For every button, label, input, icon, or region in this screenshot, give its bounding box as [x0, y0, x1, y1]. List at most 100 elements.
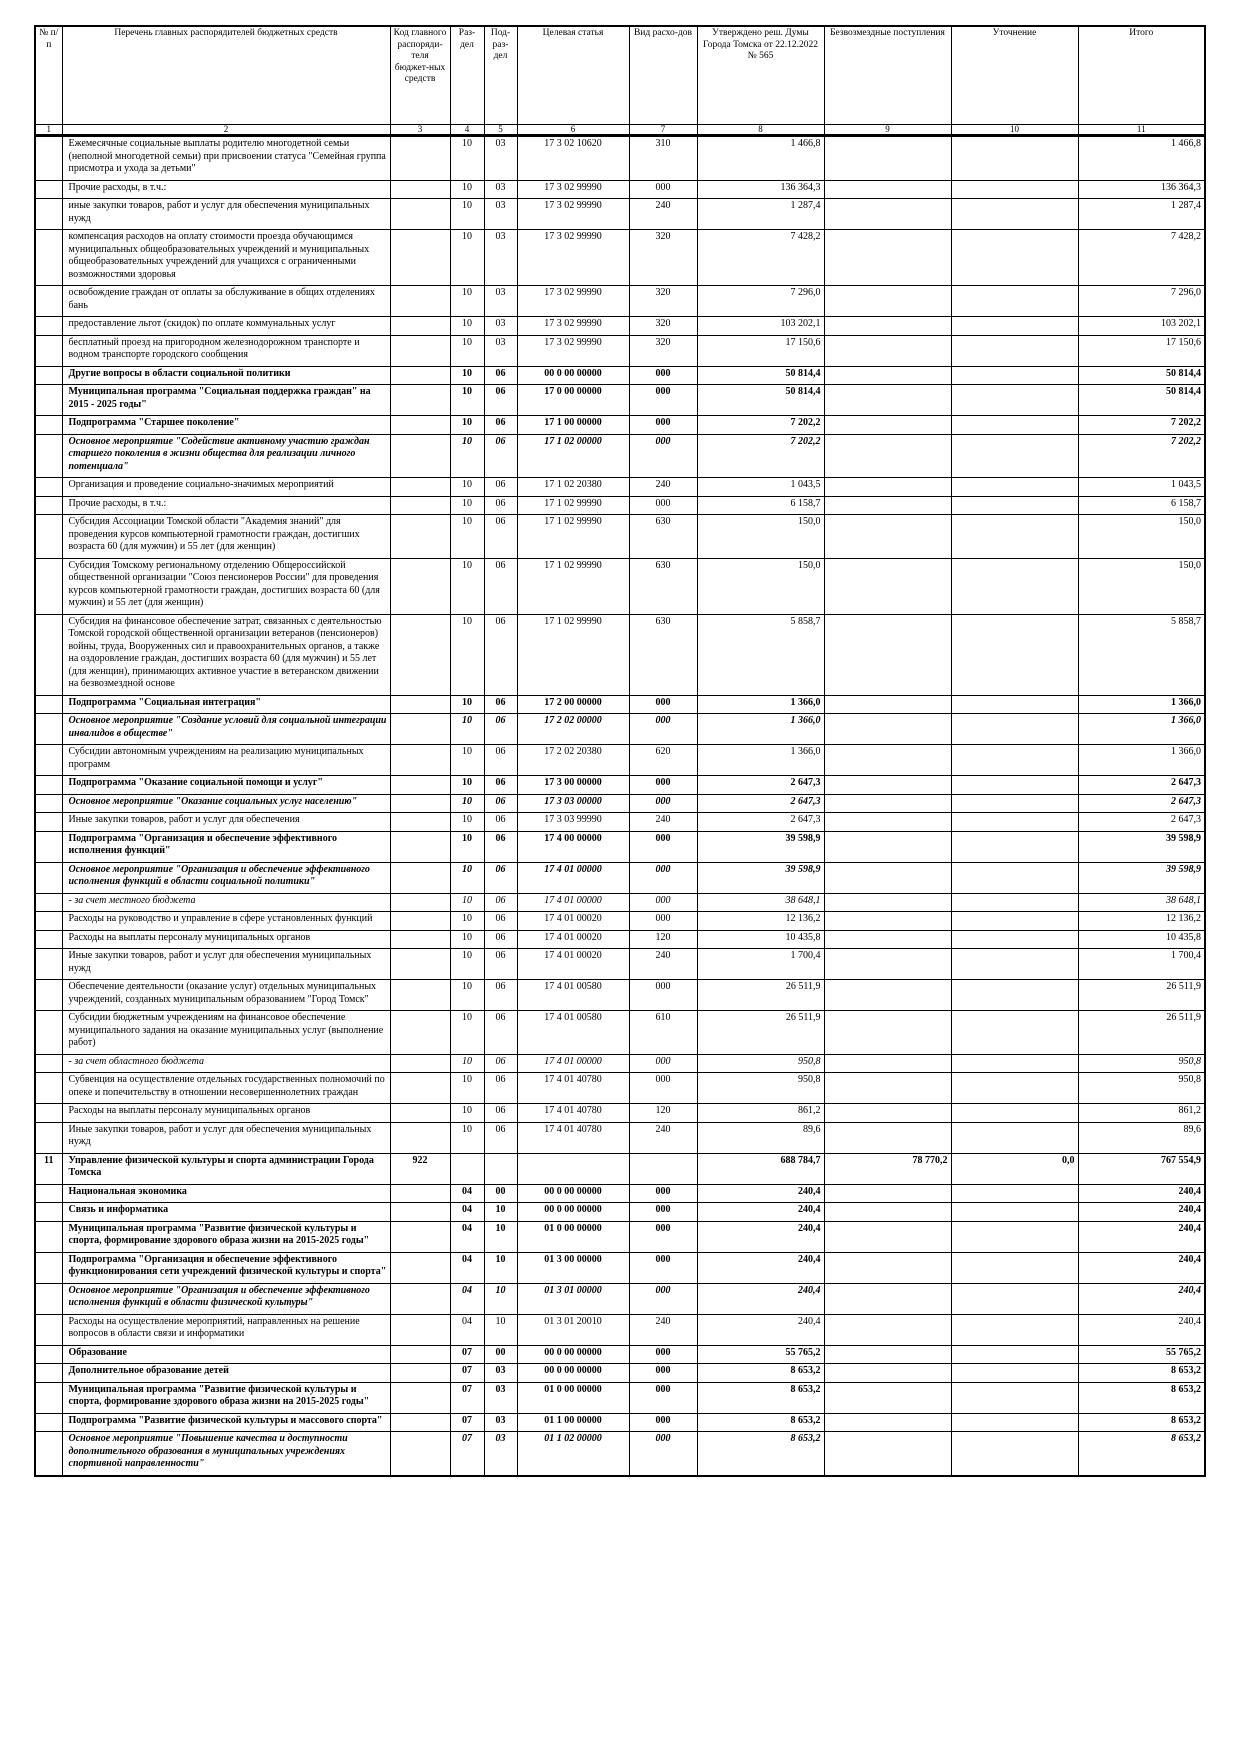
gratuitous-receipts — [823, 1282, 952, 1315]
chief-code — [389, 1282, 451, 1315]
target-article: 00 0 00 00000 — [516, 365, 630, 385]
table-row: Другие вопросы в области социальной поли… — [34, 365, 1206, 385]
gratuitous-receipts — [823, 285, 952, 317]
row-number — [34, 557, 63, 615]
gratuitous-receipts — [823, 384, 952, 416]
row-number — [34, 911, 63, 931]
total: 17 150,6 — [1077, 334, 1206, 367]
row-number — [34, 948, 63, 980]
expense-type: 000 — [628, 713, 698, 745]
adjustment — [950, 1363, 1079, 1383]
approved-amount: 136 364,3 — [696, 179, 825, 199]
item-name: Дополнительное образование детей — [61, 1363, 391, 1383]
row-number — [34, 1121, 63, 1154]
section: 10 — [449, 179, 485, 199]
subsection: 06 — [483, 744, 518, 776]
row-number — [34, 1381, 63, 1414]
row-number — [34, 929, 63, 949]
item-name: Субсидия Томскому региональному отделени… — [61, 557, 391, 615]
chief-code — [389, 433, 451, 478]
subsection: 06 — [483, 694, 518, 714]
chief-code — [389, 1412, 451, 1432]
section: 04 — [449, 1313, 485, 1346]
adjustment — [950, 812, 1079, 832]
target-article: 17 1 00 00000 — [516, 415, 630, 435]
expense-type: 000 — [628, 830, 698, 863]
section: 10 — [449, 415, 485, 435]
chief-code — [389, 1344, 451, 1364]
approved-amount: 688 784,7 — [696, 1152, 825, 1185]
adjustment — [950, 911, 1079, 931]
section: 10 — [449, 861, 485, 894]
adjustment — [950, 1103, 1079, 1123]
column-number: 2 — [61, 124, 391, 137]
target-article: 17 1 02 20380 — [516, 477, 630, 497]
total: 26 511,9 — [1077, 979, 1206, 1011]
target-article: 01 0 00 00000 — [516, 1381, 630, 1414]
gratuitous-receipts — [823, 1381, 952, 1414]
approved-amount: 950,8 — [696, 1072, 825, 1104]
gratuitous-receipts — [823, 1431, 952, 1476]
section: 10 — [449, 613, 485, 696]
subsection: 03 — [483, 334, 518, 367]
item-name: Подпрограмма "Старшее поколение" — [61, 415, 391, 435]
table-body: Ежемесячные социальные выплаты родителю … — [34, 135, 1206, 1476]
row-number — [34, 1412, 63, 1432]
column-header: Вид расхо-дов — [628, 25, 698, 125]
adjustment — [950, 1251, 1079, 1284]
approved-amount: 39 598,9 — [696, 830, 825, 863]
gratuitous-receipts — [823, 135, 952, 181]
subsection: 06 — [483, 775, 518, 795]
target-article: 17 3 02 99990 — [516, 229, 630, 286]
item-name: Другие вопросы в области социальной поли… — [61, 365, 391, 385]
approved-amount: 8 653,2 — [696, 1381, 825, 1414]
section: 04 — [449, 1282, 485, 1315]
target-article: 17 4 01 00020 — [516, 929, 630, 949]
chief-code — [389, 1220, 451, 1253]
chief-code — [389, 830, 451, 863]
total: 1 043,5 — [1077, 477, 1206, 497]
expense-type: 320 — [628, 316, 698, 336]
adjustment — [950, 892, 1079, 912]
section: 10 — [449, 384, 485, 416]
total: 2 647,3 — [1077, 793, 1206, 813]
table-row: Основное мероприятие "Оказание социальны… — [34, 793, 1206, 813]
gratuitous-receipts — [823, 1202, 952, 1222]
row-number — [34, 477, 63, 497]
column-number: 3 — [389, 124, 451, 137]
section: 10 — [449, 1053, 485, 1073]
approved-amount: 38 648,1 — [696, 892, 825, 912]
item-name: предоставление льгот (скидок) по оплате … — [61, 316, 391, 336]
total: 240,4 — [1077, 1183, 1206, 1203]
approved-amount: 240,4 — [696, 1183, 825, 1203]
table-row: Прочие расходы, в т.ч.: 10 03 17 3 02 99990… — [34, 179, 1206, 199]
adjustment — [950, 861, 1079, 894]
row-number — [34, 793, 63, 813]
approved-amount: 1 466,8 — [696, 135, 825, 181]
approved-amount: 17 150,6 — [696, 334, 825, 367]
section: 10 — [449, 1121, 485, 1154]
chief-code — [389, 694, 451, 714]
target-article: 17 4 01 00000 — [516, 861, 630, 894]
approved-amount: 26 511,9 — [696, 979, 825, 1011]
approved-amount: 1 366,0 — [696, 694, 825, 714]
approved-amount: 2 647,3 — [696, 775, 825, 795]
target-article: 17 3 02 99990 — [516, 334, 630, 367]
expense-type: 630 — [628, 613, 698, 696]
row-number — [34, 775, 63, 795]
row-number — [34, 1251, 63, 1284]
section: 10 — [449, 198, 485, 230]
expense-type: 000 — [628, 1412, 698, 1432]
subsection: 06 — [483, 948, 518, 980]
approved-amount: 7 202,2 — [696, 433, 825, 478]
total: 950,8 — [1077, 1072, 1206, 1104]
adjustment — [950, 229, 1079, 286]
subsection: 03 — [483, 179, 518, 199]
subsection: 03 — [483, 285, 518, 317]
gratuitous-receipts — [823, 198, 952, 230]
chief-code — [389, 1202, 451, 1222]
adjustment — [950, 557, 1079, 615]
table-row: Образование 07 00 00 0 00 00000 000 55 765,2 5… — [34, 1344, 1206, 1364]
approved-amount: 8 653,2 — [696, 1412, 825, 1432]
